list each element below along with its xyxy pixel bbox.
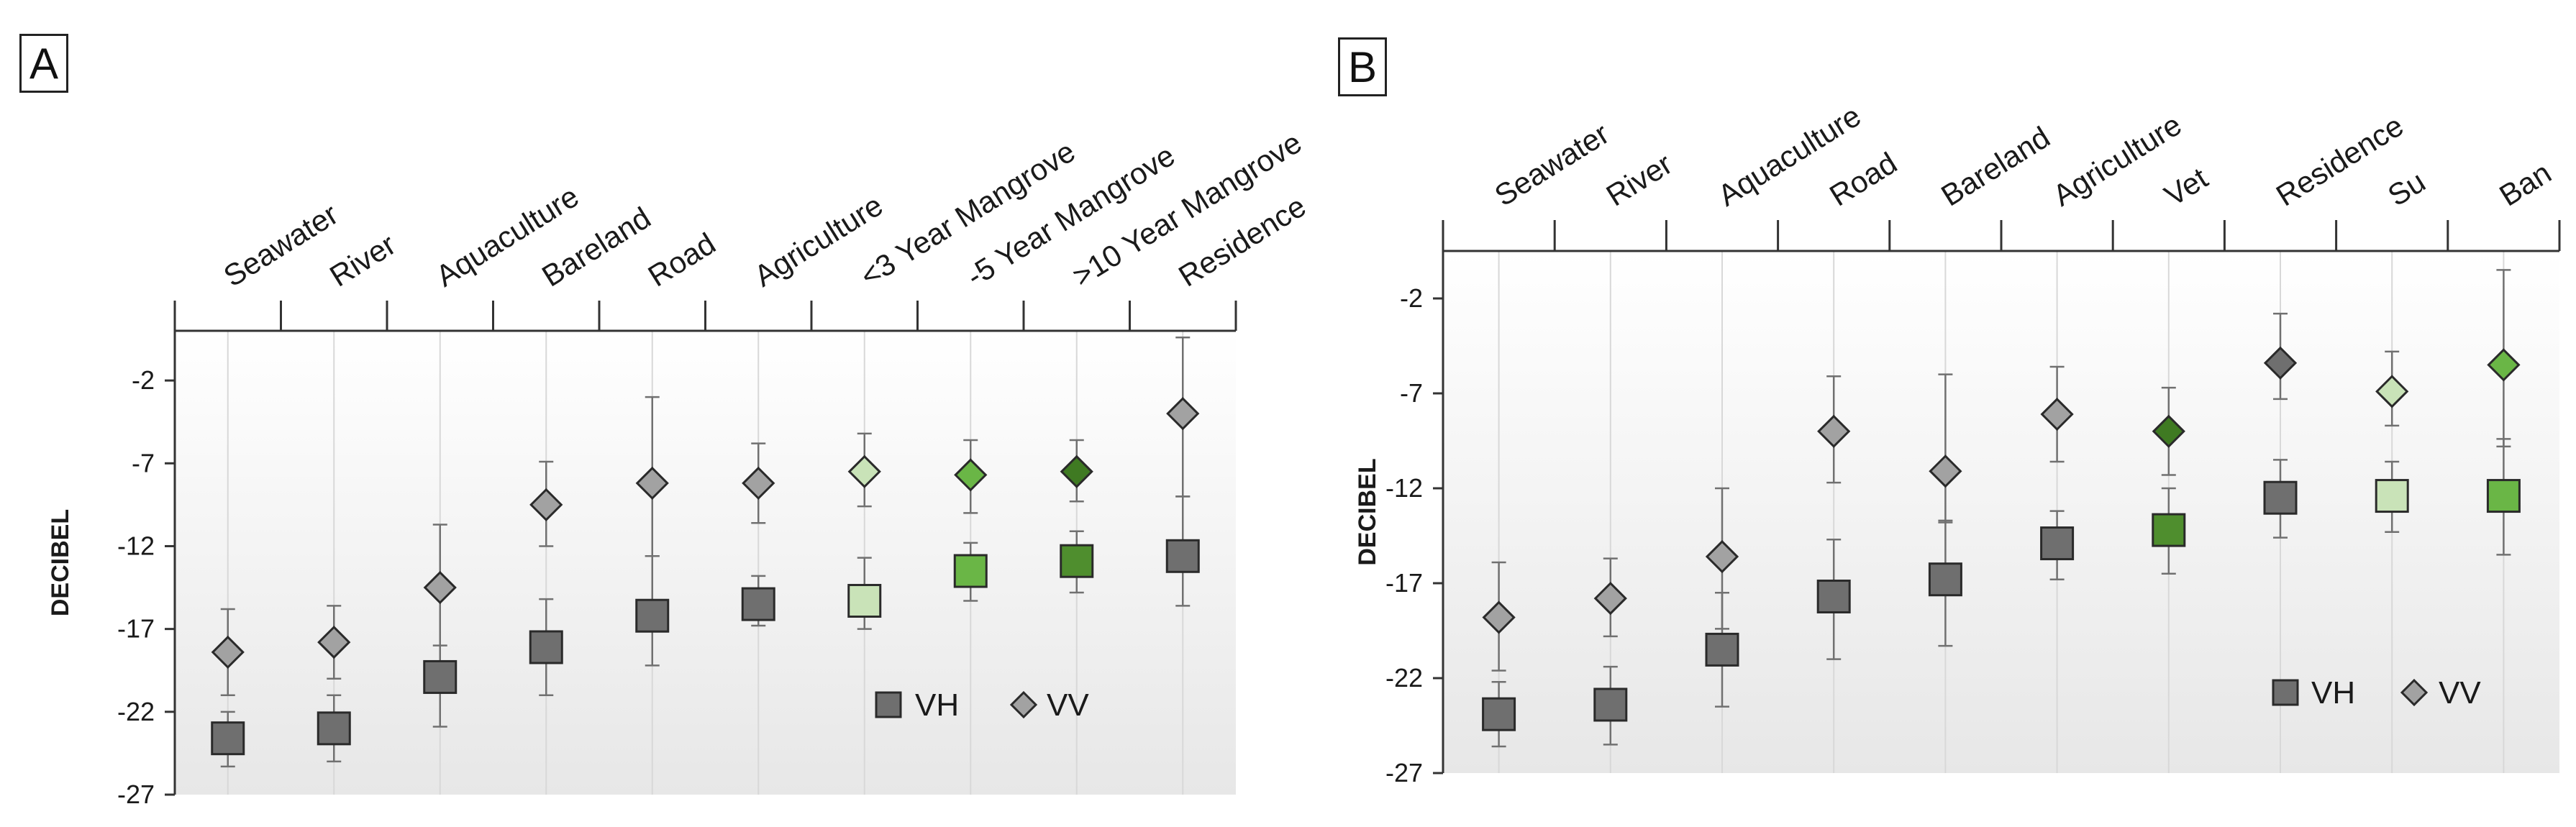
panel-a-vv-point [317,625,351,659]
panel-a-y-tick-label: -12 [117,531,155,560]
panel-b-vv-point [1482,600,1516,634]
panel-b-vv-point [2263,346,2298,380]
panel-a-vh-point [847,583,882,618]
panel-b-category-label: River [1601,147,1678,213]
panel-a-y-tick-label: -22 [117,697,155,726]
panel-a-legend-vh-label: VH [915,687,959,723]
panel-b-vv-point [2152,414,2185,448]
panel-a-vv-point [847,454,881,488]
panel-b-y-tick-label: -2 [1400,283,1423,313]
panel-b-y-tick-label: -27 [1385,758,1423,787]
panel-a-vv-point [742,466,775,501]
panel-a-legend-vv-marker [1009,690,1038,719]
panel-a-category-label: Road [642,227,722,293]
panel-b-legend-vh-label: VH [2311,675,2355,711]
panel-a-y-tick-label: -27 [117,780,155,809]
panel-b-vh-point [2375,479,2409,513]
panel-b-vh-point [1482,697,1516,731]
panel-b-vv-point [2487,348,2521,382]
panel-b-vv-point [2375,375,2409,408]
panel-a-vh-point [423,659,458,694]
panel-a-vv-point [1060,454,1093,488]
panel-b-category-label: Bareland [1935,120,2055,213]
panel-a-vv-point [529,488,563,521]
panel-b-vv-point [1593,581,1627,616]
panel-a-vv-point [423,570,457,605]
panel-a-vv-point [954,458,988,492]
panel-b-y-tick-label: -17 [1385,568,1423,598]
panel-b-vv-point [1817,414,1851,448]
panel-a-y-tick-label: -2 [132,365,155,395]
panel-b-category-label: Su [2382,165,2431,213]
panel-b-vh-point [2486,479,2521,513]
panel-a-vv-point [211,635,245,670]
panel-a-vv-point [1166,397,1200,431]
panel-b-category-label: Ban [2493,155,2557,212]
panel-a-y-axis-title: DECIBEL [47,509,74,616]
panel-b-vh-point [1816,579,1851,613]
panel-a-y-tick-label: -7 [132,448,155,478]
panel-b-y-axis-title: DECIBEL [1354,458,1381,565]
panel-a-vh-point [741,587,775,621]
panel-b-vh-point [1705,632,1739,667]
panel-b-y-tick-label: -22 [1385,663,1423,693]
panel-a-vh-point [635,598,670,633]
panel-b-category-label: Seawater [1488,116,1614,213]
panel-b-legend-vv-marker [2400,678,2429,707]
panel-a-legend-vv-label: VV [1047,687,1089,723]
panel-a-category-label: River [324,227,401,293]
panel-b-vh-point [1593,687,1628,722]
panel-b-vv-point [2040,397,2074,431]
panel-b-legend-vh-marker [2272,679,2299,706]
panel-a-vv-point [635,466,669,501]
panel-label-a: A [19,34,68,93]
panel-a-y-tick-label: -17 [117,614,155,644]
panel-b-category-label: Vet [2159,160,2214,212]
panel-b-y-tick-label: -7 [1400,378,1423,408]
panel-b-vh-point [2263,480,2298,515]
panel-a-vh-point [953,554,988,588]
panel-b-plot-area [1443,251,2559,773]
panel-b-y-tick-label: -12 [1385,473,1423,503]
panel-b-vv-point [1929,454,1962,488]
panel-a-vh-point [211,721,245,756]
panel-b-vh-point [2040,526,2075,561]
panel-a-vh-point [1165,539,1200,573]
panel-a-legend-vh-marker [875,691,902,718]
panel-b-legend-vv-label: VV [2439,675,2481,711]
panel-a-plot-area [175,331,1236,795]
panel-b-vh-point [2152,513,2186,547]
panel-a-vh-point [529,630,563,664]
panel-a-vh-point [1060,544,1094,578]
panel-b-vv-point [1705,539,1739,574]
panel-b-vh-point [1928,562,1962,597]
panel-label-b: B [1338,37,1387,96]
panel-b-category-label: Road [1824,146,1903,213]
panel-a-category-label: Seawater [218,197,344,293]
panel-b-category-label: Residence [2270,109,2409,213]
panel-a-vh-point [317,711,351,746]
